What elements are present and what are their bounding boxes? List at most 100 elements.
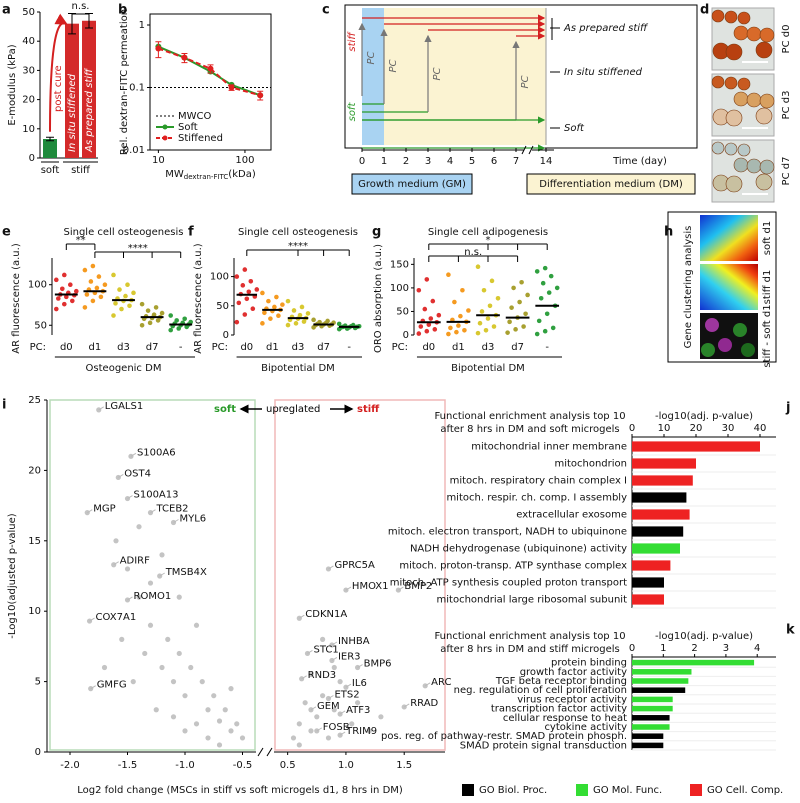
- y-tick-label: 15: [28, 536, 41, 547]
- label-leader: [331, 657, 338, 661]
- gene-label: MGP: [93, 504, 115, 515]
- point: [94, 285, 100, 291]
- x-tick-label: d0: [240, 342, 253, 353]
- bar-label: In situ stiffened: [67, 73, 78, 152]
- heatmap-label: stiff - soft d1: [762, 304, 773, 367]
- point: [257, 92, 264, 99]
- point: [349, 721, 355, 727]
- gene-label: GEM: [317, 701, 340, 712]
- x-tick-label: 0: [629, 423, 635, 434]
- point: [517, 299, 522, 305]
- sig-label: ****: [288, 241, 308, 252]
- point: [119, 306, 124, 312]
- point: [523, 311, 528, 317]
- x-tick-label: 40: [754, 423, 767, 434]
- bar: [632, 696, 673, 703]
- point: [68, 282, 73, 288]
- label-leader: [316, 727, 323, 732]
- pc-label: PC: [366, 51, 377, 64]
- y-tick-label: mitochondrion: [554, 459, 627, 470]
- point: [320, 636, 326, 642]
- point: [159, 664, 165, 671]
- point: [159, 552, 165, 558]
- point: [489, 278, 495, 284]
- annotation: post cure: [53, 65, 64, 112]
- panel-label: b: [118, 3, 127, 18]
- point: [242, 312, 248, 317]
- panel-label: h: [664, 225, 673, 240]
- point: [262, 310, 267, 316]
- y-tick-label: 50: [216, 301, 229, 312]
- point: [454, 329, 459, 335]
- point: [487, 303, 493, 309]
- point: [548, 273, 554, 279]
- point: [182, 316, 187, 322]
- bar: [632, 509, 690, 520]
- y-tick-label: 0: [403, 330, 409, 341]
- label-leader: [310, 706, 317, 711]
- point: [111, 562, 117, 568]
- point: [254, 287, 260, 292]
- error-bar: [46, 136, 54, 142]
- x-tick-label: d7: [511, 342, 524, 353]
- cell: [737, 143, 751, 157]
- chart-title: after 8 hrs in DM and stiff microgels: [440, 644, 620, 655]
- point: [534, 331, 540, 337]
- point: [74, 288, 79, 294]
- point: [250, 306, 256, 312]
- bar: [632, 724, 670, 730]
- x-tick-label: d7: [146, 342, 159, 353]
- point: [193, 721, 200, 727]
- point: [505, 330, 510, 335]
- point: [139, 301, 145, 307]
- gene-label: MYL6: [180, 513, 207, 524]
- point: [260, 290, 265, 296]
- label-leader: [127, 596, 133, 601]
- point: [151, 312, 157, 318]
- blob: [733, 323, 747, 337]
- break-mark: [521, 145, 527, 155]
- point: [299, 676, 305, 682]
- cell: [711, 141, 725, 155]
- point: [422, 306, 428, 312]
- gene-label: TCEB2: [156, 504, 189, 515]
- point: [182, 693, 188, 699]
- label-leader: [86, 509, 93, 514]
- point: [291, 308, 297, 313]
- bar: [632, 715, 670, 721]
- x-prefix: PC:: [212, 342, 228, 353]
- y-tick-label: cellular response to heat: [503, 713, 627, 724]
- gene-label: FOSB: [323, 722, 350, 733]
- bar: [632, 594, 664, 605]
- y-tick-label: mitoch. respiratory chain complex I: [450, 476, 627, 487]
- y-tick-label: extracellular exosome: [516, 510, 627, 521]
- point: [54, 306, 59, 312]
- x-tick-label: d7: [317, 342, 330, 353]
- y-tick-label: 150: [390, 259, 409, 270]
- bar: [65, 23, 79, 159]
- gene-label: COX7A1: [96, 612, 137, 623]
- label-leader: [150, 509, 156, 514]
- x-tick-label: 100: [235, 155, 254, 166]
- x-tick-label: 20: [690, 423, 703, 434]
- label-leader: [173, 519, 179, 523]
- x-label-sub: dextran-FITC: [184, 173, 229, 181]
- y-tick-label: 40: [22, 36, 35, 47]
- panel-label: a: [2, 3, 11, 18]
- point: [125, 282, 130, 288]
- y-tick-label: mitoch. respir. ch. comp. I assembly: [446, 493, 627, 504]
- y-tick-label: 25: [28, 395, 41, 406]
- point: [511, 285, 516, 291]
- x-prefix: PC:: [30, 342, 46, 353]
- point: [424, 328, 430, 334]
- chart-title: Functional enrichment analysis top 10: [434, 411, 625, 422]
- point: [84, 292, 90, 297]
- cell: [725, 109, 743, 127]
- x-tick-label: -2.0: [60, 760, 80, 771]
- x-tick-label: 10: [152, 155, 165, 166]
- point: [452, 299, 457, 305]
- heatmap: [700, 215, 758, 261]
- y-tick-label: cytokine activity: [544, 722, 627, 733]
- point: [70, 298, 75, 304]
- y-tick-label: SMAD protein signal transduction: [460, 740, 627, 751]
